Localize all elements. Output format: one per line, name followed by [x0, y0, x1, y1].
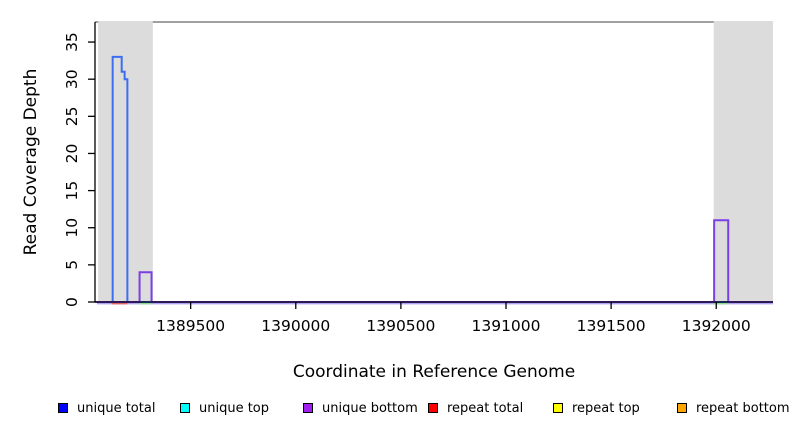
- axes-and-ticks: 1389500 1390000 1390500 1391000 1391500 13920…: [63, 22, 773, 335]
- y-tick-label: 35: [63, 32, 81, 52]
- y-tick-label: 10: [63, 218, 81, 238]
- repeat-region-left: [98, 21, 153, 302]
- y-tick-label: 15: [63, 181, 81, 201]
- repeat-region-shading: [98, 21, 773, 302]
- y-tick-label: 0: [63, 297, 81, 307]
- x-axis-title: Coordinate in Reference Genome: [293, 362, 575, 382]
- series-unique-bottom: [95, 219, 773, 303]
- y-tick-label: 20: [63, 144, 81, 164]
- x-tick-label: 1391000: [471, 317, 540, 335]
- y-tick-label: 5: [63, 260, 81, 270]
- repeat-region-right: [713, 21, 773, 302]
- x-tick-label: 1389500: [156, 317, 225, 335]
- coverage-step-lines: [95, 55, 773, 303]
- x-tick-label: 1390000: [261, 317, 330, 335]
- x-tick-label: 1391500: [577, 317, 646, 335]
- x-tick-label: 1390500: [366, 317, 435, 335]
- y-tick-label: 25: [63, 106, 81, 126]
- y-tick-label: 30: [63, 69, 81, 89]
- x-tick-label: 1392000: [682, 317, 751, 335]
- y-axis-title: Read Coverage Depth: [21, 69, 41, 256]
- series-unique-total: [95, 55, 773, 303]
